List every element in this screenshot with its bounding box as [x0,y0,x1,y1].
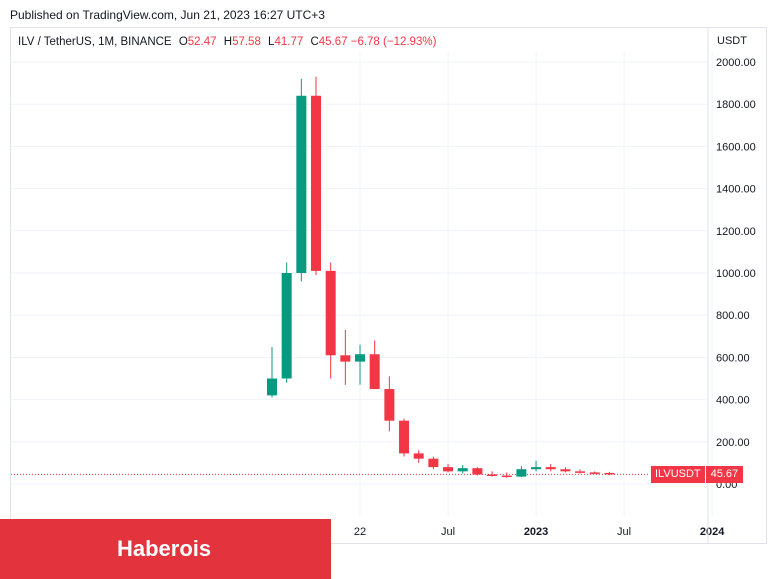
legend-change: −6.78 (−12.93%) [350,36,437,48]
candle-body [296,95,307,273]
x-tick-label: 2023 [524,526,548,538]
watermark-text: Haberois [117,536,212,561]
badge-value: 45.67 [705,466,744,483]
candle-body [457,468,468,472]
legend-high-value: 57.58 [232,36,261,48]
candle-body [384,389,395,421]
legend-close-label: C [310,36,319,48]
x-tick-label: Jul [617,526,631,538]
candle-body [428,458,439,468]
badge-symbol: ILVUSDT [651,466,705,483]
candle-body [604,472,615,475]
y-tick-label: 800.00 [716,310,750,322]
candle-body [267,378,277,396]
candle-body [355,354,366,362]
candle-body [487,474,498,477]
legend-high-label: H [223,36,233,48]
y-tick-label: 200.00 [716,437,750,449]
candle-body [560,469,571,472]
axis-currency: USDT [717,35,747,47]
x-tick-label: 22 [354,526,366,538]
y-tick-label: 400.00 [716,395,750,407]
y-tick-label: 2000.00 [716,57,756,69]
last-price-badge: ILVUSDT 45.67 [651,466,744,483]
candle-body [399,420,410,454]
y-tick-label: 1000.00 [716,268,756,280]
candle-body [589,472,600,474]
x-tick-label: 2024 [700,526,725,538]
legend-low-value: 41.77 [274,36,304,48]
legend-open-label: O [178,36,188,48]
y-tick-label: 1400.00 [716,184,756,196]
candle-body [472,468,483,475]
candle-body [531,467,542,470]
x-tick-label: Jul [441,526,455,538]
candle-body [545,467,556,470]
candle-body [501,475,512,478]
y-tick-label: 1800.00 [716,99,756,111]
legend-symbol: ILV / TetherUS, 1M, BINANCE [18,36,172,48]
candle-body [575,471,586,473]
y-tick-label: 1200.00 [716,226,756,238]
legend-close-value: 45.67 [318,36,348,48]
legend-low-label: L [268,36,275,48]
candle-body [340,355,351,362]
legend-open-value: 52.47 [187,36,217,48]
candle-body [443,467,454,472]
candle-body [516,469,527,477]
candle-body [413,453,424,459]
published-note: Published on TradingView.com, Jun 21, 20… [10,8,325,22]
candle-body [311,95,322,271]
chart-frame [10,27,767,544]
y-tick-label: 1600.00 [716,141,756,153]
candle-body [281,273,292,379]
ohlc-legend: ILV / TetherUS, 1M, BINANCE O52.47 H57.5… [18,36,436,48]
y-tick-label: 600.00 [716,352,750,364]
haberois-watermark: Haberois [0,519,331,579]
candle-body [325,270,336,356]
candle-body [369,354,380,390]
